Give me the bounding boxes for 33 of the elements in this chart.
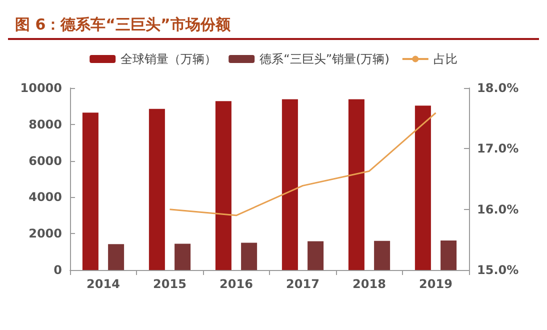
bar xyxy=(374,240,390,270)
y-tick-label: 0 xyxy=(54,263,62,277)
bar xyxy=(348,99,364,270)
x-tick-label: 2014 xyxy=(86,277,120,291)
y-tick-label: 6000 xyxy=(28,154,62,168)
chart-title: 图 6：德系车“三巨头”市场份额 xyxy=(15,16,232,34)
x-tick-label: 2019 xyxy=(419,277,452,291)
x-tick-label: 2017 xyxy=(286,277,320,291)
legend-label: 占比 xyxy=(433,52,458,66)
y-tick-label: 8000 xyxy=(28,117,62,132)
y-tick-label: 4000 xyxy=(28,190,62,204)
bar xyxy=(414,106,431,270)
legend-label: 全球销量（万辆） xyxy=(120,52,217,66)
y-tick-label: 2000 xyxy=(28,226,62,241)
bar xyxy=(440,240,457,270)
bar xyxy=(108,244,124,270)
y2-tick-label: 17.0% xyxy=(477,142,519,156)
bar xyxy=(282,99,298,270)
x-tick-label: 2015 xyxy=(153,277,186,291)
line-series xyxy=(169,112,436,216)
legend-label: 德系“三巨头”销量(万辆) xyxy=(260,52,390,66)
bar xyxy=(308,241,324,270)
bar xyxy=(174,244,191,270)
y2-tick-label: 15.0% xyxy=(477,263,519,277)
y2-tick-label: 16.0% xyxy=(477,202,519,216)
bar xyxy=(241,242,258,270)
bar xyxy=(148,108,165,270)
bar xyxy=(82,112,98,270)
y2-tick-label: 18.0% xyxy=(477,81,519,95)
x-tick-label: 2016 xyxy=(220,277,253,291)
bar xyxy=(215,101,232,270)
x-tick-label: 2018 xyxy=(352,277,386,291)
y-tick-label: 10000 xyxy=(20,81,62,95)
